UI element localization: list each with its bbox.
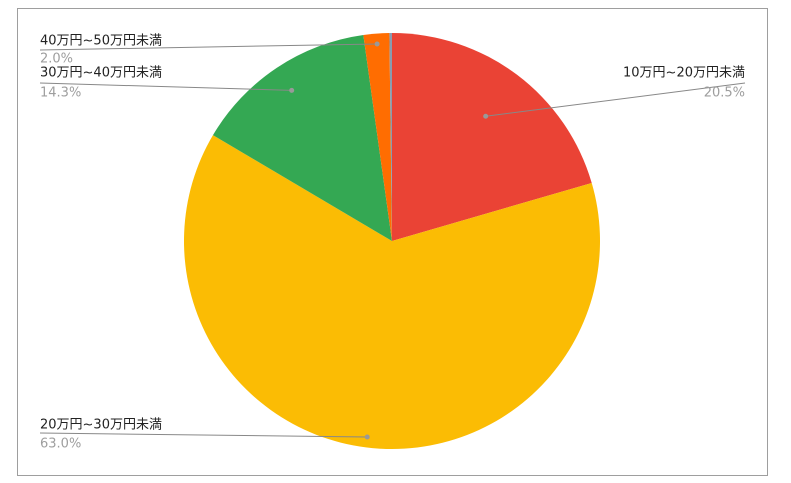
slice-label: 30万円~40万円未満 <box>40 66 162 81</box>
slice-value-label: 63.0% <box>40 437 81 452</box>
leader-line <box>39 43 378 51</box>
slice-label: 20万円~30万円未満 <box>40 418 162 433</box>
leader-dot <box>374 41 380 47</box>
slice-label: 10万円~20万円未満 <box>623 66 745 81</box>
leader-line <box>485 82 746 117</box>
slice-value-label: 14.3% <box>40 86 81 101</box>
slice-value-label: 20.5% <box>704 86 745 101</box>
pie-slice <box>212 34 392 241</box>
leader-dot <box>289 87 295 93</box>
leader-line <box>39 432 368 438</box>
pie-slice <box>392 33 592 241</box>
pie-slice <box>184 135 600 449</box>
pie-slice <box>363 33 392 242</box>
slice-value-label: 2.0% <box>40 52 73 67</box>
leader-dot <box>483 113 489 119</box>
pie-slice <box>389 33 392 241</box>
slice-label: 40万円~50万円未満 <box>40 34 162 49</box>
leader-line <box>39 82 292 91</box>
leader-dot <box>364 434 370 440</box>
